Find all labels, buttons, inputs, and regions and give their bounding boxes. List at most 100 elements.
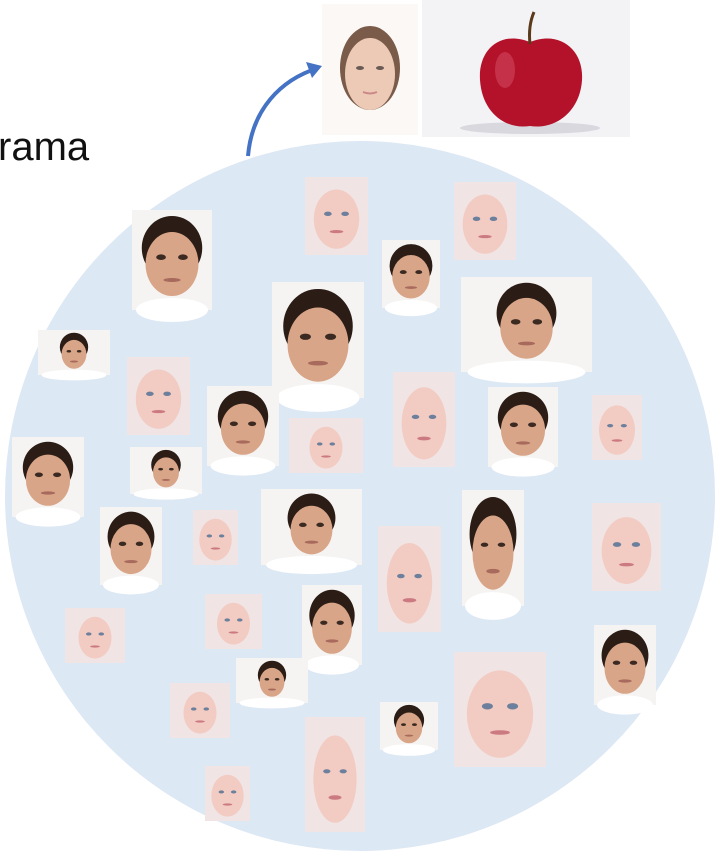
eye	[324, 211, 332, 216]
face-photo	[205, 766, 250, 821]
eye	[481, 703, 493, 710]
eye	[401, 723, 406, 727]
mouth	[417, 436, 431, 441]
skin	[145, 232, 199, 296]
eye	[146, 391, 154, 396]
shirt	[467, 360, 586, 384]
eye	[507, 703, 519, 710]
mouth	[402, 598, 417, 603]
eye	[607, 423, 614, 428]
mouth	[328, 795, 342, 800]
mouth	[486, 568, 500, 574]
eye	[218, 534, 225, 538]
skin	[472, 515, 514, 590]
face-photo	[170, 683, 230, 738]
skin	[153, 457, 179, 488]
skin	[313, 189, 360, 249]
face-photo	[272, 282, 364, 412]
mouth	[210, 547, 221, 550]
skin	[290, 505, 333, 555]
face-photo	[132, 210, 212, 322]
mouth	[235, 440, 251, 444]
skin	[110, 524, 152, 575]
mouth	[321, 455, 331, 458]
shirt	[597, 695, 653, 715]
face-photo	[127, 357, 190, 435]
eye	[274, 677, 280, 681]
mouth	[325, 639, 339, 643]
eye	[316, 522, 324, 528]
shirt	[210, 456, 276, 476]
eye	[339, 769, 347, 774]
face-photo	[382, 240, 440, 317]
eye	[203, 707, 210, 711]
shirt	[136, 298, 208, 322]
face-photo	[461, 277, 592, 384]
eye	[190, 707, 197, 711]
skin	[401, 387, 447, 460]
mouth	[478, 235, 492, 239]
eye	[412, 723, 417, 727]
skin	[395, 712, 423, 744]
skin	[287, 307, 349, 382]
skin	[604, 642, 646, 694]
eye	[510, 319, 521, 325]
mouth	[515, 441, 531, 445]
eye	[156, 254, 166, 260]
skin	[309, 426, 343, 469]
eye	[158, 467, 164, 471]
eye	[168, 467, 174, 471]
eye	[236, 618, 243, 622]
skin	[312, 602, 352, 654]
face-photo	[488, 387, 558, 477]
skin	[601, 517, 652, 584]
skin	[392, 254, 430, 299]
face-photo	[207, 386, 279, 476]
skin	[217, 602, 250, 645]
eye	[612, 542, 622, 547]
shirt	[133, 488, 199, 500]
shirt	[103, 575, 159, 595]
shirt	[382, 744, 436, 756]
apple-image	[422, 0, 630, 137]
skin	[386, 542, 433, 624]
eye	[489, 216, 498, 221]
eye	[34, 472, 43, 478]
mouth	[40, 491, 56, 495]
eye	[620, 423, 627, 428]
mouth	[161, 478, 171, 481]
average-face	[322, 4, 418, 135]
shirt	[15, 507, 81, 527]
skin	[61, 339, 87, 369]
shirt	[305, 655, 359, 675]
eye	[320, 620, 328, 625]
mouth	[619, 562, 634, 567]
eye	[118, 541, 127, 546]
eye	[399, 270, 407, 275]
eye	[411, 414, 420, 419]
eye	[299, 522, 307, 528]
shirt	[276, 384, 360, 412]
face-photo	[462, 490, 524, 620]
eye	[325, 333, 337, 340]
skin	[211, 774, 244, 817]
eye	[248, 421, 257, 427]
eye	[163, 391, 171, 396]
face-photo	[38, 330, 110, 381]
mouth	[404, 286, 418, 289]
eye	[397, 573, 405, 579]
eye	[218, 790, 225, 794]
face-photo	[100, 507, 162, 595]
eye	[135, 541, 144, 546]
face-photo	[393, 372, 455, 467]
face-photo	[305, 177, 368, 255]
face-photo	[305, 717, 365, 832]
face-photo	[65, 608, 125, 663]
mouth	[222, 803, 233, 806]
face-photo	[454, 652, 546, 767]
skin	[500, 297, 553, 359]
shirt	[384, 299, 438, 317]
eye	[316, 442, 323, 446]
mouth	[304, 540, 319, 544]
